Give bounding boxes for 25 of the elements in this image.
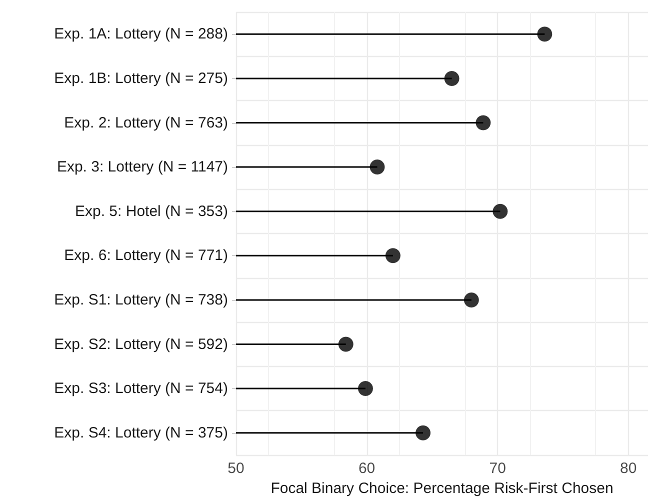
- y-tick-label: Exp. 6: Lottery (N = 771): [64, 247, 228, 264]
- y-tick-label: Exp. S1: Lottery (N = 738): [54, 291, 228, 308]
- y-tick-label: Exp. S2: Lottery (N = 592): [54, 336, 228, 353]
- x-tick-label: 60: [358, 460, 376, 477]
- point: [492, 204, 508, 219]
- point: [416, 425, 431, 440]
- y-tick-label: Exp. 1A: Lottery (N = 288): [54, 26, 228, 43]
- y-tick-label: Exp. S4: Lottery (N = 375): [54, 424, 228, 442]
- x-tick-label: 50: [228, 460, 244, 477]
- y-tick-label: Exp. 2: Lottery (N = 763): [64, 114, 228, 132]
- point: [537, 26, 552, 42]
- point: [476, 115, 491, 130]
- y-tick-label: Exp. 1B: Lottery (N = 275): [54, 70, 228, 87]
- y-tick-label: Exp. 3: Lottery (N = 1147): [56, 158, 228, 176]
- y-tick-label: Exp. S3: Lottery (N = 754): [54, 380, 228, 398]
- point: [358, 381, 373, 396]
- point: [464, 292, 479, 308]
- point: [444, 70, 460, 86]
- point: [338, 336, 354, 352]
- x-axis-title: Focal Binary Choice: Percentage Risk-First Chosen: [270, 480, 614, 497]
- y-tick-label: Exp. 5: Hotel (N = 353): [75, 202, 228, 220]
- x-tick-label: 80: [620, 460, 637, 477]
- point: [385, 248, 400, 264]
- point: [370, 160, 385, 175]
- x-tick-label: 70: [489, 460, 506, 477]
